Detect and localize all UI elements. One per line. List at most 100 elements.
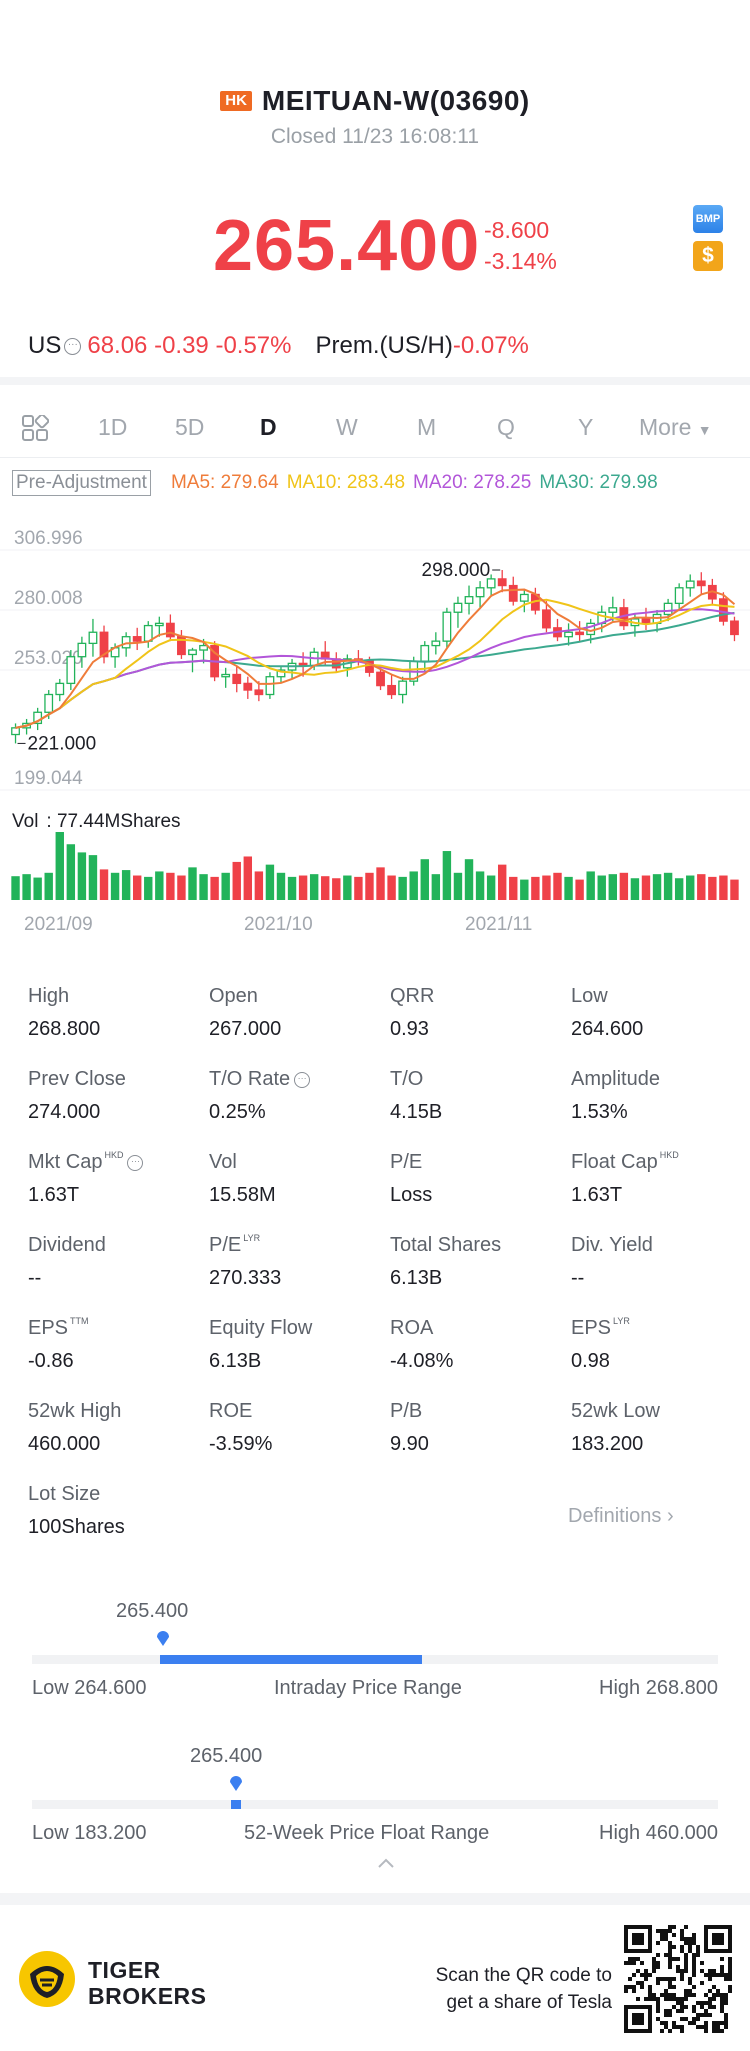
info-icon[interactable]: ··· bbox=[127, 1154, 144, 1171]
grid-layout-icon[interactable] bbox=[22, 415, 49, 442]
tab-w[interactable]: W bbox=[336, 413, 358, 440]
y-tick-label: 306.996 bbox=[14, 528, 83, 549]
stat-label-text: Mkt Cap bbox=[28, 1151, 103, 1173]
volume-bar bbox=[564, 876, 573, 900]
volume-bar bbox=[298, 875, 308, 900]
candle-body bbox=[398, 680, 408, 696]
volume-bar bbox=[221, 872, 230, 900]
stat-label: High bbox=[28, 985, 198, 1008]
volume-bar bbox=[287, 876, 297, 900]
stat-label-text: Prev Close bbox=[28, 1068, 126, 1090]
volume-bar bbox=[132, 875, 142, 900]
stat-value: 0.98 bbox=[571, 1350, 610, 1372]
candle-body bbox=[99, 631, 109, 658]
tab-more[interactable]: More ▼ bbox=[639, 414, 712, 441]
candle-body bbox=[387, 684, 397, 696]
candle-body bbox=[464, 596, 474, 604]
ma10-label: MA10: 283.48 bbox=[286, 472, 406, 493]
stat-label-text: P/B bbox=[390, 1400, 423, 1422]
candle-body bbox=[55, 682, 65, 696]
stat-label: Prev Close bbox=[28, 1068, 198, 1091]
ma5-label: MA5: 279.64 bbox=[170, 472, 279, 493]
candle-body bbox=[564, 631, 573, 638]
bmp-icon[interactable]: BMP bbox=[693, 205, 723, 233]
stat-label: Lot Size bbox=[28, 1483, 198, 1506]
scan-line1: Scan the QR code to bbox=[435, 1965, 612, 1986]
footer-divider bbox=[0, 1893, 750, 1905]
volume-bar bbox=[553, 872, 562, 900]
candle-body bbox=[77, 642, 87, 658]
tab-d[interactable]: D bbox=[260, 413, 277, 440]
volume-bar bbox=[453, 872, 463, 900]
stat-label: Total Shares bbox=[390, 1234, 560, 1257]
candle-body bbox=[575, 631, 585, 636]
pre-adjustment-button[interactable]: Pre-Adjustment bbox=[12, 470, 151, 496]
stat-item: Float Cap HKD 1.63T bbox=[571, 1150, 741, 1207]
volume-bar bbox=[254, 871, 264, 900]
collapse-chevron-icon[interactable] bbox=[378, 1858, 394, 1868]
us-price: 68.06 bbox=[87, 332, 148, 359]
stat-label-text: T/O bbox=[390, 1068, 424, 1090]
tiger-brokers-logo-icon bbox=[19, 1951, 75, 2007]
candle-body bbox=[542, 609, 551, 629]
us-change: -0.39 bbox=[154, 332, 209, 359]
volume-bar bbox=[22, 874, 31, 900]
stat-label-text: Equity Flow bbox=[209, 1317, 313, 1339]
ma30-label: MA30: 279.98 bbox=[539, 472, 658, 493]
info-icon[interactable]: ··· bbox=[294, 1071, 311, 1088]
candle-body bbox=[442, 611, 452, 642]
stat-label: T/O bbox=[390, 1068, 560, 1091]
stat-value: -4.08% bbox=[390, 1350, 454, 1372]
stat-item: Prev Close 274.000 bbox=[28, 1068, 198, 1124]
stat-label-text: 52wk High bbox=[28, 1400, 122, 1422]
candle-body bbox=[165, 622, 175, 638]
stat-unit-superscript: LYR bbox=[613, 1316, 630, 1326]
volume-bar bbox=[265, 864, 275, 900]
stat-value: 183.200 bbox=[571, 1433, 644, 1455]
y-tick-label: 199.044 bbox=[14, 768, 83, 789]
volume-bar bbox=[243, 856, 253, 900]
stat-value: 268.800 bbox=[28, 1018, 101, 1040]
candle-body bbox=[431, 640, 441, 647]
stat-item: ROA -4.08% bbox=[390, 1317, 560, 1373]
brand-line2: BROKERS bbox=[88, 1983, 207, 2009]
candle-body bbox=[44, 693, 54, 713]
intraday-range-track bbox=[32, 1655, 718, 1664]
candlestick-chart[interactable]: 306.996 280.008 253.020 199.044 298.000 221.0… bbox=[0, 520, 750, 940]
dollar-icon[interactable]: $ bbox=[693, 241, 723, 271]
volume-bar bbox=[365, 872, 374, 900]
tab-q[interactable]: Q bbox=[497, 413, 515, 440]
week52-range-track bbox=[32, 1800, 718, 1809]
definitions-link[interactable]: Definitions › bbox=[568, 1505, 674, 1528]
caret-down-icon: ▼ bbox=[697, 421, 712, 438]
candle-body bbox=[154, 622, 164, 627]
y-tick-label: 253.020 bbox=[14, 648, 83, 669]
qr-code-icon[interactable] bbox=[624, 1925, 732, 2033]
stat-label-text: EPS bbox=[571, 1317, 612, 1339]
stat-value: 0.93 bbox=[390, 1018, 429, 1040]
more-info-icon[interactable]: ··· bbox=[64, 337, 82, 355]
period-tabs: 1D 5D D W M Q Y More ▼ bbox=[0, 405, 750, 449]
volume-bar bbox=[155, 871, 164, 900]
volume-bar bbox=[509, 876, 518, 900]
tab-5d[interactable]: 5D bbox=[175, 413, 205, 440]
stat-item: 52wk High 460.000 bbox=[28, 1400, 198, 1456]
volume-bar bbox=[210, 876, 219, 900]
tab-m[interactable]: M bbox=[417, 413, 437, 440]
x-axis-label: 2021/09 bbox=[24, 914, 93, 935]
stat-value: -3.59% bbox=[209, 1433, 273, 1455]
tab-y[interactable]: Y bbox=[578, 413, 594, 440]
tab-1d[interactable]: 1D bbox=[98, 413, 128, 440]
volume-bar bbox=[166, 872, 175, 900]
volume-bar bbox=[88, 855, 98, 900]
stat-label-text: High bbox=[28, 985, 70, 1007]
x-axis-label: 2021/11 bbox=[465, 914, 532, 935]
definitions-label: Definitions bbox=[568, 1505, 662, 1527]
volume-bar bbox=[44, 872, 53, 900]
stat-label-text: ROE bbox=[209, 1400, 253, 1422]
candle-body bbox=[88, 631, 98, 645]
stat-label-text: ROA bbox=[390, 1317, 434, 1339]
stock-header: HK MEITUAN-W(03690) Closed 11/23 16:08:1… bbox=[0, 85, 750, 149]
volume-bar bbox=[674, 878, 684, 900]
ma10-line bbox=[15, 598, 735, 729]
